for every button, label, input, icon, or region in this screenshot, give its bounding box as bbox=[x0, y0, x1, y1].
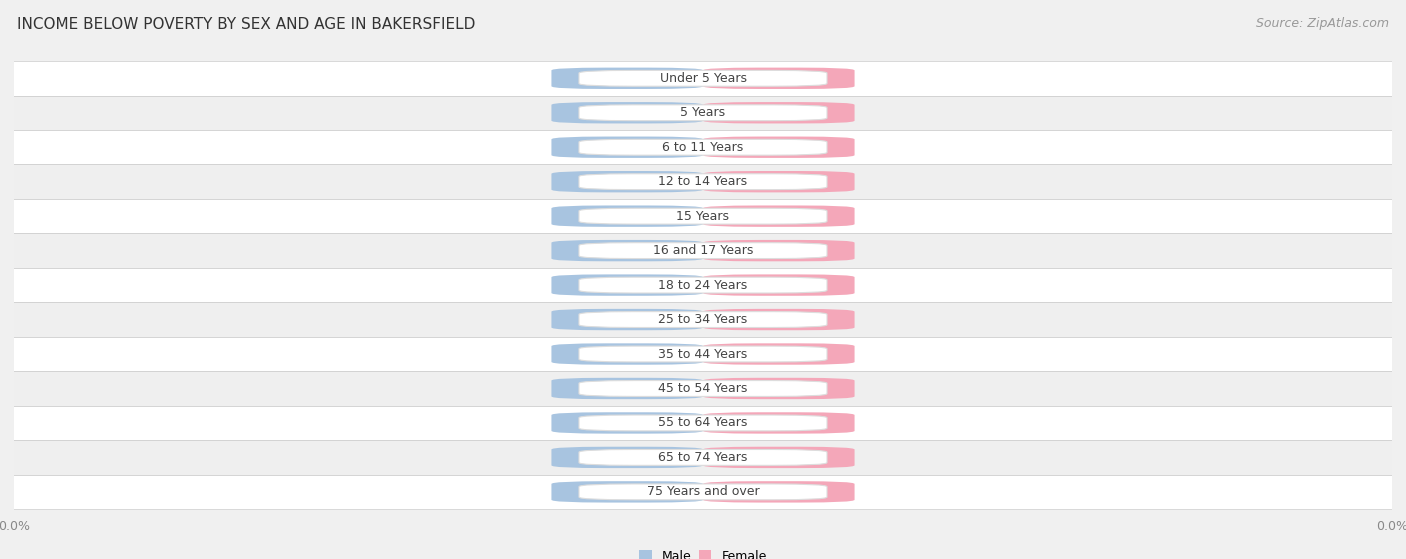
FancyBboxPatch shape bbox=[551, 274, 703, 296]
FancyBboxPatch shape bbox=[551, 378, 703, 399]
FancyBboxPatch shape bbox=[703, 206, 855, 227]
Text: 0.0%: 0.0% bbox=[763, 280, 794, 290]
FancyBboxPatch shape bbox=[551, 171, 703, 192]
Text: 65 to 74 Years: 65 to 74 Years bbox=[658, 451, 748, 464]
FancyBboxPatch shape bbox=[703, 240, 855, 261]
FancyBboxPatch shape bbox=[579, 105, 827, 121]
FancyBboxPatch shape bbox=[0, 406, 1406, 440]
FancyBboxPatch shape bbox=[0, 130, 1406, 164]
Text: 0.0%: 0.0% bbox=[763, 211, 794, 221]
FancyBboxPatch shape bbox=[0, 199, 1406, 234]
FancyBboxPatch shape bbox=[551, 68, 703, 89]
FancyBboxPatch shape bbox=[703, 447, 855, 468]
Text: 0.0%: 0.0% bbox=[612, 177, 643, 187]
Text: 0.0%: 0.0% bbox=[763, 108, 794, 118]
Text: 0.0%: 0.0% bbox=[612, 383, 643, 394]
FancyBboxPatch shape bbox=[579, 277, 827, 293]
FancyBboxPatch shape bbox=[703, 378, 855, 399]
Text: 0.0%: 0.0% bbox=[612, 452, 643, 462]
Text: 16 and 17 Years: 16 and 17 Years bbox=[652, 244, 754, 257]
FancyBboxPatch shape bbox=[579, 209, 827, 224]
FancyBboxPatch shape bbox=[579, 381, 827, 396]
Text: 0.0%: 0.0% bbox=[763, 418, 794, 428]
Text: 0.0%: 0.0% bbox=[612, 211, 643, 221]
FancyBboxPatch shape bbox=[551, 309, 703, 330]
FancyBboxPatch shape bbox=[0, 164, 1406, 199]
Text: 0.0%: 0.0% bbox=[763, 73, 794, 83]
Text: 15 Years: 15 Years bbox=[676, 210, 730, 222]
Text: 25 to 34 Years: 25 to 34 Years bbox=[658, 313, 748, 326]
FancyBboxPatch shape bbox=[703, 343, 855, 364]
Text: 0.0%: 0.0% bbox=[763, 142, 794, 152]
FancyBboxPatch shape bbox=[579, 174, 827, 190]
Text: 45 to 54 Years: 45 to 54 Years bbox=[658, 382, 748, 395]
FancyBboxPatch shape bbox=[703, 136, 855, 158]
Text: 35 to 44 Years: 35 to 44 Years bbox=[658, 348, 748, 361]
Text: Under 5 Years: Under 5 Years bbox=[659, 72, 747, 85]
Text: 12 to 14 Years: 12 to 14 Years bbox=[658, 175, 748, 188]
Text: 0.0%: 0.0% bbox=[612, 245, 643, 255]
FancyBboxPatch shape bbox=[703, 102, 855, 124]
Text: INCOME BELOW POVERTY BY SEX AND AGE IN BAKERSFIELD: INCOME BELOW POVERTY BY SEX AND AGE IN B… bbox=[17, 17, 475, 32]
FancyBboxPatch shape bbox=[551, 447, 703, 468]
Text: 6 to 11 Years: 6 to 11 Years bbox=[662, 141, 744, 154]
Text: 55 to 64 Years: 55 to 64 Years bbox=[658, 416, 748, 429]
FancyBboxPatch shape bbox=[703, 309, 855, 330]
FancyBboxPatch shape bbox=[0, 234, 1406, 268]
Text: 0.0%: 0.0% bbox=[763, 315, 794, 325]
Text: 0.0%: 0.0% bbox=[612, 73, 643, 83]
Text: 75 Years and over: 75 Years and over bbox=[647, 485, 759, 499]
Text: 0.0%: 0.0% bbox=[612, 349, 643, 359]
FancyBboxPatch shape bbox=[703, 68, 855, 89]
Text: 0.0%: 0.0% bbox=[763, 452, 794, 462]
FancyBboxPatch shape bbox=[579, 484, 827, 500]
FancyBboxPatch shape bbox=[0, 440, 1406, 475]
FancyBboxPatch shape bbox=[0, 61, 1406, 96]
FancyBboxPatch shape bbox=[551, 136, 703, 158]
Text: 0.0%: 0.0% bbox=[763, 487, 794, 497]
Text: 5 Years: 5 Years bbox=[681, 106, 725, 119]
Legend: Male, Female: Male, Female bbox=[634, 544, 772, 559]
Text: 0.0%: 0.0% bbox=[612, 142, 643, 152]
FancyBboxPatch shape bbox=[579, 243, 827, 259]
FancyBboxPatch shape bbox=[579, 449, 827, 465]
Text: 0.0%: 0.0% bbox=[612, 280, 643, 290]
FancyBboxPatch shape bbox=[579, 415, 827, 431]
Text: 0.0%: 0.0% bbox=[763, 245, 794, 255]
FancyBboxPatch shape bbox=[579, 70, 827, 86]
Text: 0.0%: 0.0% bbox=[612, 108, 643, 118]
FancyBboxPatch shape bbox=[551, 102, 703, 124]
FancyBboxPatch shape bbox=[551, 413, 703, 434]
FancyBboxPatch shape bbox=[579, 311, 827, 328]
FancyBboxPatch shape bbox=[703, 274, 855, 296]
FancyBboxPatch shape bbox=[703, 413, 855, 434]
FancyBboxPatch shape bbox=[551, 206, 703, 227]
FancyBboxPatch shape bbox=[703, 171, 855, 192]
FancyBboxPatch shape bbox=[703, 481, 855, 503]
Text: 0.0%: 0.0% bbox=[763, 349, 794, 359]
FancyBboxPatch shape bbox=[551, 481, 703, 503]
Text: Source: ZipAtlas.com: Source: ZipAtlas.com bbox=[1256, 17, 1389, 30]
FancyBboxPatch shape bbox=[579, 346, 827, 362]
Text: 18 to 24 Years: 18 to 24 Years bbox=[658, 278, 748, 292]
FancyBboxPatch shape bbox=[0, 337, 1406, 371]
Text: 0.0%: 0.0% bbox=[763, 177, 794, 187]
FancyBboxPatch shape bbox=[579, 139, 827, 155]
FancyBboxPatch shape bbox=[0, 302, 1406, 337]
Text: 0.0%: 0.0% bbox=[612, 418, 643, 428]
Text: 0.0%: 0.0% bbox=[763, 383, 794, 394]
Text: 0.0%: 0.0% bbox=[612, 487, 643, 497]
FancyBboxPatch shape bbox=[0, 371, 1406, 406]
FancyBboxPatch shape bbox=[551, 343, 703, 364]
FancyBboxPatch shape bbox=[0, 96, 1406, 130]
FancyBboxPatch shape bbox=[551, 240, 703, 261]
FancyBboxPatch shape bbox=[0, 475, 1406, 509]
FancyBboxPatch shape bbox=[0, 268, 1406, 302]
Text: 0.0%: 0.0% bbox=[612, 315, 643, 325]
